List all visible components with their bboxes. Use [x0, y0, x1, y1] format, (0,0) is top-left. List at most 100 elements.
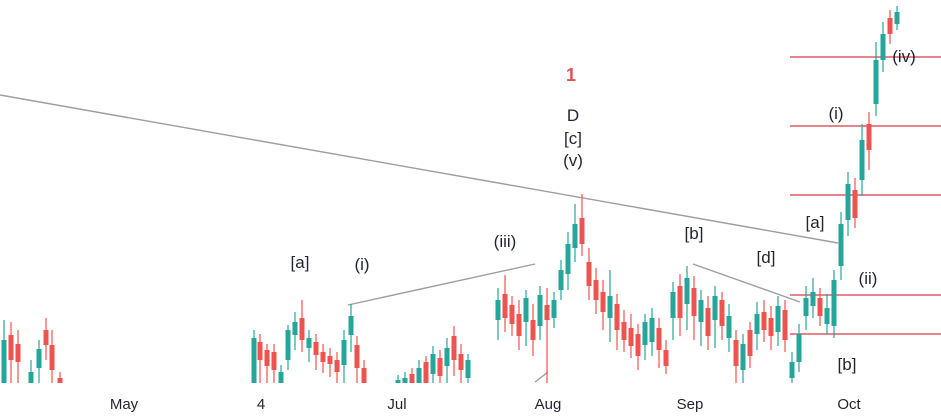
wave-label-v: (v) — [563, 151, 583, 170]
wave-label-ii: (ii) — [859, 269, 878, 288]
candle-body — [796, 334, 802, 362]
candle-body — [437, 358, 443, 376]
candle — [607, 270, 613, 342]
candle — [670, 282, 676, 340]
candle — [586, 248, 592, 300]
candle — [593, 268, 599, 314]
candle-body — [251, 338, 257, 383]
candle-body — [523, 298, 529, 322]
candle-body — [537, 295, 543, 326]
candle — [845, 172, 851, 236]
candle-body — [516, 314, 522, 336]
candle — [796, 324, 802, 372]
candle-body — [768, 318, 774, 336]
candle-body — [509, 305, 515, 324]
candle — [747, 322, 753, 368]
candle — [859, 124, 865, 196]
candle — [698, 290, 704, 346]
wave-label-a1: [a] — [291, 253, 310, 272]
candle — [299, 300, 305, 352]
candle-body — [754, 314, 760, 334]
candle — [810, 278, 816, 318]
candle — [251, 330, 257, 383]
primary-wave-label: 1 — [566, 65, 576, 85]
candle-body — [712, 296, 718, 320]
candle — [292, 312, 298, 350]
candle — [271, 344, 277, 383]
candle-body — [761, 312, 767, 330]
candle — [28, 360, 34, 383]
candle-body — [313, 342, 319, 355]
candle — [726, 304, 732, 352]
wave-label-d: [d] — [757, 248, 776, 267]
candle-body — [838, 224, 844, 266]
candle — [313, 334, 319, 370]
candle-body — [354, 345, 360, 368]
candle-body — [726, 316, 732, 338]
candle-body — [740, 344, 746, 370]
candle — [43, 318, 49, 360]
x-tick-label: Jul — [387, 396, 406, 413]
wave-labels: [a] (i) (iii) D [c] (v) [b] [d] [a] (i) (iv) (ii) [b… — [291, 47, 916, 374]
x-tick-label: 4 — [257, 396, 265, 413]
candle — [361, 360, 367, 383]
candle — [444, 338, 450, 383]
wave-label-iv: (iv) — [892, 47, 916, 66]
candle — [49, 330, 55, 383]
candle — [354, 336, 360, 383]
candle-body — [530, 320, 536, 340]
candle-body — [28, 372, 34, 383]
candle — [285, 325, 291, 370]
candle-body — [423, 362, 429, 383]
candle-body — [677, 286, 683, 318]
candle-body — [320, 352, 326, 362]
candle — [642, 314, 648, 360]
candle-body — [719, 300, 725, 326]
candle-body — [1, 340, 7, 383]
candle — [838, 212, 844, 280]
candle — [416, 360, 422, 383]
candle-body — [880, 34, 886, 60]
candle-body — [264, 350, 270, 366]
candle-body — [348, 316, 354, 335]
candle — [334, 352, 340, 383]
candle — [558, 260, 564, 300]
x-tick-label: Sep — [677, 396, 704, 413]
candle — [894, 6, 900, 30]
candle — [824, 294, 830, 334]
candle — [327, 348, 333, 377]
aug-trend-stub — [534, 371, 549, 383]
candle — [782, 300, 788, 352]
candle — [789, 352, 795, 383]
candle — [348, 304, 354, 352]
candle-body — [747, 330, 753, 356]
candle-body — [873, 60, 879, 104]
candle-body — [402, 378, 408, 383]
candles — [1, 6, 900, 383]
candle — [8, 322, 14, 383]
candle — [873, 42, 879, 116]
candle — [803, 286, 809, 330]
candle-body — [465, 360, 471, 378]
candle — [402, 372, 408, 383]
candle — [57, 372, 63, 383]
candle — [530, 304, 536, 356]
candle-body — [299, 318, 305, 340]
candle-body — [361, 368, 367, 383]
candle-body — [586, 262, 592, 286]
candle — [740, 334, 746, 383]
candle — [880, 22, 886, 72]
candle-body — [789, 362, 795, 378]
candle-body — [663, 350, 669, 366]
candle — [761, 300, 767, 342]
candle-body — [544, 305, 550, 320]
candle — [395, 375, 401, 383]
candle-body — [451, 336, 457, 360]
candle — [663, 340, 669, 374]
wave-label-c: [c] — [564, 129, 582, 148]
b-d-trendline — [692, 263, 801, 303]
candle-body — [628, 328, 634, 346]
candle-body — [866, 124, 872, 150]
candle-body — [306, 338, 312, 348]
